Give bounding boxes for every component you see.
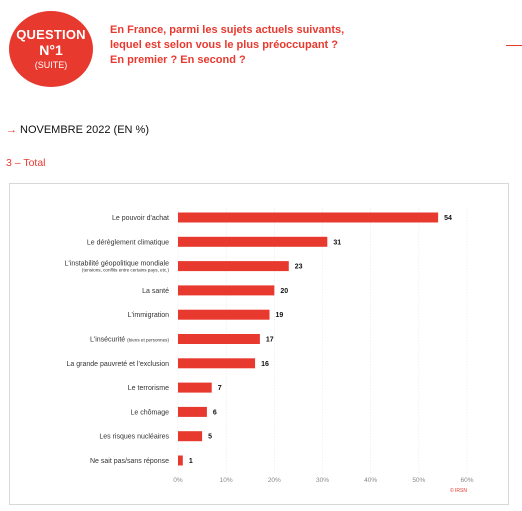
category-label: Le dérèglement climatique xyxy=(87,239,169,246)
bar xyxy=(178,406,207,417)
category-label: La grande pauvreté et l'exclusion xyxy=(66,361,169,368)
x-tick-label: 10% xyxy=(220,477,233,484)
question-line-3: En premier ? En second ? xyxy=(110,54,246,66)
data-label: 17 xyxy=(266,337,274,344)
question-line-2: lequel est selon vous le plus préoccupan… xyxy=(110,39,338,51)
x-tick-label: 50% xyxy=(412,477,425,484)
question-line-1: En France, parmi les sujets actuels suiv… xyxy=(110,24,345,36)
bar xyxy=(178,285,275,296)
chart-subtitle: 3 – Total xyxy=(6,157,46,169)
x-tick-label: 30% xyxy=(316,477,329,484)
bar xyxy=(178,431,203,442)
data-label: 20 xyxy=(280,288,288,295)
x-tick-label: 0% xyxy=(173,477,183,484)
source-credit: © IRSN xyxy=(450,487,467,494)
badge-line-question: QUESTION xyxy=(16,26,86,42)
category-label: Le chômage xyxy=(130,409,169,416)
bar xyxy=(178,334,260,344)
data-label: 16 xyxy=(261,361,269,368)
data-label: 31 xyxy=(333,239,341,246)
category-label: L'immigration xyxy=(128,312,170,319)
category-label: Le pouvoir d'achat xyxy=(112,215,169,222)
bar xyxy=(178,261,289,272)
bar xyxy=(178,382,212,393)
data-label: 1 xyxy=(189,458,193,465)
period-label: → NOVEMBRE 2022 (EN %) xyxy=(6,124,149,136)
period-text: NOVEMBRE 2022 (EN %) xyxy=(20,124,149,136)
category-label: La santé xyxy=(142,288,169,295)
category-label: Les risques nucléaires xyxy=(99,434,169,441)
bar xyxy=(178,455,183,466)
data-label: 19 xyxy=(276,312,284,319)
chart-frame xyxy=(9,183,509,505)
bar xyxy=(178,309,270,320)
category-label: L'instabilité géopolitique mondiale xyxy=(65,261,170,268)
bar xyxy=(178,236,328,247)
category-note: (tensions, conflits entre certains pays,… xyxy=(82,268,170,273)
x-tick-label: 60% xyxy=(460,477,473,484)
badge-line-number: N°1 xyxy=(39,42,63,59)
question-text: En France, parmi les sujets actuels suiv… xyxy=(110,23,410,68)
data-label: 5 xyxy=(208,434,212,441)
bar xyxy=(178,358,256,369)
header-rule xyxy=(506,45,522,46)
badge-line-suite: (SUITE) xyxy=(34,59,68,70)
bar xyxy=(178,212,439,223)
question-badge: QUESTION N°1 (SUITE) xyxy=(9,11,93,87)
x-tick-label: 20% xyxy=(268,477,281,484)
category-label: Le terrorisme xyxy=(128,385,169,392)
arrow-right-icon: → xyxy=(6,124,17,136)
data-label: 54 xyxy=(444,215,452,222)
data-label: 23 xyxy=(295,264,303,271)
x-tick-label: 40% xyxy=(364,477,377,484)
data-label: 6 xyxy=(213,409,217,416)
category-label: Ne sait pas/sans réponse xyxy=(90,458,169,465)
category-label: L'insécurité (biens et personnes) xyxy=(90,337,169,344)
data-label: 7 xyxy=(218,385,222,392)
